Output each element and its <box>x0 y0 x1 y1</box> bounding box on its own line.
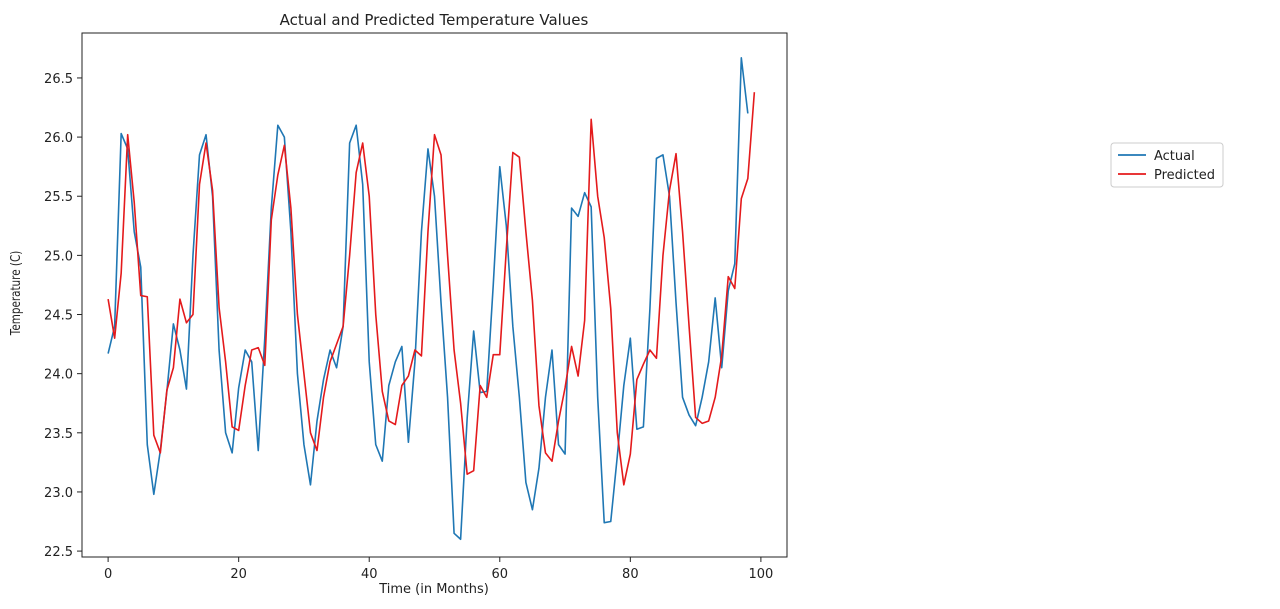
y-tick-label: 26.0 <box>44 131 73 146</box>
y-axis-label: Temperature (C) <box>8 251 23 336</box>
y-tick-label: 23.0 <box>44 486 73 501</box>
x-tick-label: 40 <box>361 567 378 582</box>
series-line-actual <box>107 57 749 541</box>
y-tick-label: 23.5 <box>44 427 73 442</box>
legend-label-actual: Actual <box>1154 149 1195 164</box>
y-tick-label: 24.0 <box>44 368 73 383</box>
legend: Actual Predicted <box>1110 142 1224 188</box>
x-tick-label: 80 <box>622 567 639 582</box>
x-tick-label: 60 <box>492 567 509 582</box>
x-tick-label: 100 <box>748 567 773 582</box>
y-tick-label: 25.0 <box>44 249 73 264</box>
y-tick-label: 26.5 <box>44 72 73 87</box>
x-tick-label: 20 <box>230 567 247 582</box>
y-tick-label: 22.5 <box>44 545 73 560</box>
chart-title: Actual and Predicted Temperature Values <box>280 11 589 29</box>
y-tick-label: 24.5 <box>44 309 73 324</box>
x-tick-label: 0 <box>104 567 112 582</box>
legend-label-predicted: Predicted <box>1154 168 1215 183</box>
plot-frame <box>81 32 788 558</box>
x-axis-label: Time (in Months) <box>378 582 489 597</box>
series-line-predicted <box>107 92 756 486</box>
plot-area: 0 20 40 60 80 100 22.5 23.0 23.5 24.0 24.5 25.0 25.5… <box>44 32 788 582</box>
legend-box <box>1110 142 1224 188</box>
y-tick-label: 25.5 <box>44 190 73 205</box>
